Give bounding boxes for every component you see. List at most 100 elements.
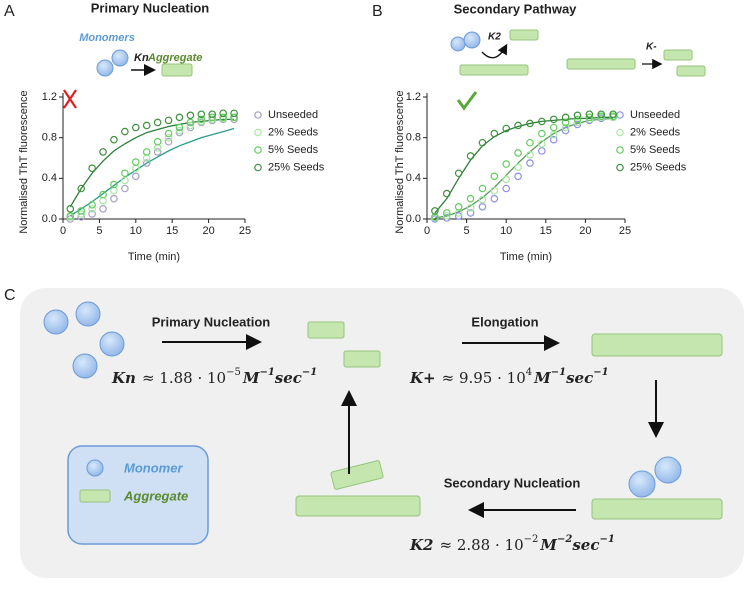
data-point [66,205,75,213]
data-point [478,184,487,193]
equation-part: M [533,369,551,387]
cross-mark [63,89,77,109]
aggregate-icon [459,64,529,76]
data-point [66,212,75,220]
fit-line [69,127,235,217]
equation-part: −2 [524,534,539,545]
data-point [514,149,522,157]
data-point [208,113,217,122]
aggregate-icon [676,65,706,77]
arrow [481,43,508,59]
fit-line [69,118,235,208]
x-tick-label: 0 [60,225,66,237]
y-tick-label: 0.0 [406,213,421,225]
monomer-icon [75,301,101,327]
equation-part: K2 [409,536,433,554]
y-tick-label: 0.0 [42,213,57,225]
data-point [490,129,499,138]
data-point [186,111,195,120]
y-axis-label: Normalised ThT fluorescence [18,90,30,233]
data-point [442,209,451,217]
data-point [186,118,195,127]
data-point [442,189,451,198]
data-point [466,152,475,160]
data-point [230,113,238,122]
data-point [585,110,594,119]
data-point [538,117,546,126]
equation-part: −1 [302,367,317,378]
data-point [561,113,570,122]
aggregate-icon [307,321,345,339]
data-point [478,195,487,204]
data-point [573,111,582,120]
data-point [99,196,107,205]
data-point [549,115,558,124]
equation: Kn ≈ 1.88 · 10−5 M−1sec−1 [111,367,317,388]
annotation: Aggregate [147,52,202,64]
data-point [164,116,173,125]
data-point [153,137,162,146]
data-point [549,135,558,144]
data-point [514,172,522,181]
panel-label: C [4,287,16,304]
legend-marker [254,146,262,154]
chart-title: Secondary Pathway [454,1,578,16]
data-point [442,212,451,220]
equation-part: ≈ 2.88 · 10 [439,536,523,554]
data-point [77,184,86,193]
y-tick-label: 1.2 [42,91,57,103]
data-point [110,135,118,144]
data-point [164,137,173,146]
data-point [549,123,558,132]
annotation: Kn [134,52,149,64]
data-point [573,115,582,124]
data-point [526,119,534,128]
legend-label: 2% Seeds [268,126,319,138]
data-point [490,186,499,195]
panel-label: A [4,3,15,20]
data-point [478,203,487,211]
check-mark [456,91,478,111]
data-point [538,147,546,155]
equation-part: −1 [259,367,274,378]
data-point [597,110,606,119]
data-point [466,194,475,203]
legend-marker [616,128,624,137]
data-point [88,200,96,209]
data-point [454,169,463,178]
equation-part: M [539,536,557,554]
data-point [164,133,173,142]
legend-marker [616,146,624,154]
monomer-icon [86,459,104,477]
data-point [466,204,475,212]
legend-marker [616,163,624,172]
data-point [153,148,162,156]
equation-part: −5 [226,367,241,378]
y-tick-label: 0.8 [42,132,57,144]
monomer-icon [43,309,69,335]
data-point [153,118,162,127]
monomer-icon [450,36,466,52]
y-tick-label: 1.2 [406,91,421,103]
data-point [538,139,546,148]
x-tick-label: 25 [239,225,251,237]
data-point [526,151,534,159]
legend-marker [254,111,262,119]
monomer-icon [111,49,129,67]
data-point [502,175,511,184]
data-point [454,212,463,220]
equation-part: sec [566,369,593,387]
x-tick-label: 5 [96,225,102,237]
x-axis-label: Time (min) [128,251,180,263]
monomer-icon [99,331,125,357]
data-point [99,205,107,213]
data-point [549,130,558,139]
y-axis-label: Normalised ThT fluorescence [394,90,406,233]
data-point [478,138,487,147]
legend-label: 25% Seeds [268,161,325,173]
data-point [121,169,129,178]
data-point [77,210,86,218]
annotation: K- [646,42,657,53]
data-point [77,207,86,215]
